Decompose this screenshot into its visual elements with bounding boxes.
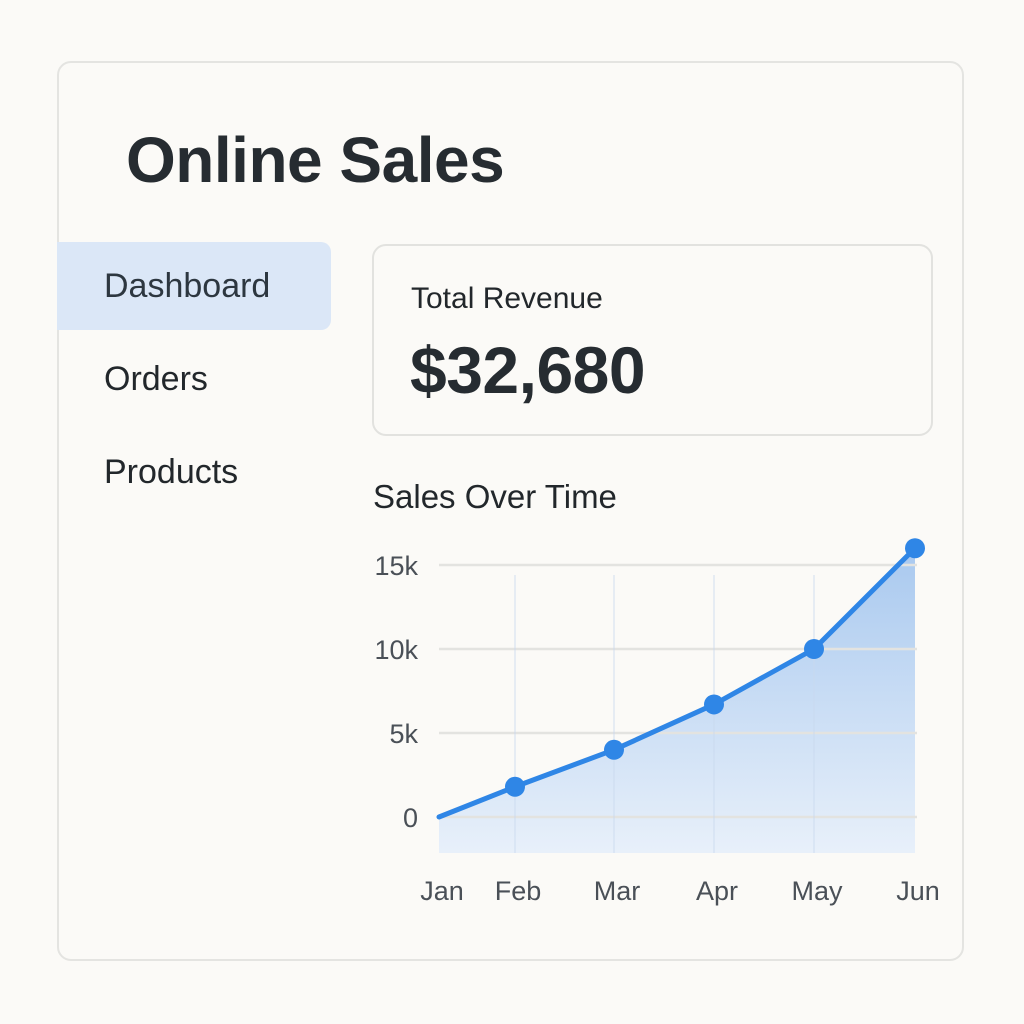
x-tick-label-may: May xyxy=(791,876,843,906)
x-tick-label-feb: Feb xyxy=(495,876,542,906)
y-tick-label: 10k xyxy=(374,635,418,665)
y-tick-label: 5k xyxy=(389,719,418,749)
total-revenue-label: Total Revenue xyxy=(411,282,603,315)
data-point-mar xyxy=(604,739,624,760)
chart-title: Sales Over Time xyxy=(373,478,617,515)
y-tick-label: 15k xyxy=(374,551,418,581)
sales-over-time-chart: 0 5k 10k 15k Jan Feb Mar Apr May Jun xyxy=(374,538,940,906)
total-revenue-value: $32,680 xyxy=(410,333,646,407)
series-area xyxy=(439,548,915,853)
x-tick-label-jan: Jan xyxy=(420,876,464,906)
data-point-apr xyxy=(704,694,724,715)
y-tick-label: 0 xyxy=(403,803,418,833)
data-point-jun xyxy=(905,538,925,559)
page-title: Online Sales xyxy=(126,124,505,196)
x-tick-label-jun: Jun xyxy=(896,876,940,906)
sidebar-item-products[interactable]: Products xyxy=(104,453,239,491)
data-point-feb xyxy=(505,776,525,797)
sidebar-item-orders[interactable]: Orders xyxy=(104,360,208,398)
data-point-may xyxy=(804,639,824,659)
sidebar: Dashboard Orders Products xyxy=(57,242,331,521)
total-revenue-card: Total Revenue $32,680 xyxy=(372,244,933,436)
x-tick-label-mar: Mar xyxy=(594,876,641,906)
series-line xyxy=(436,545,918,820)
x-tick-label-apr: Apr xyxy=(696,876,738,906)
sidebar-item-dashboard[interactable]: Dashboard xyxy=(57,242,331,330)
